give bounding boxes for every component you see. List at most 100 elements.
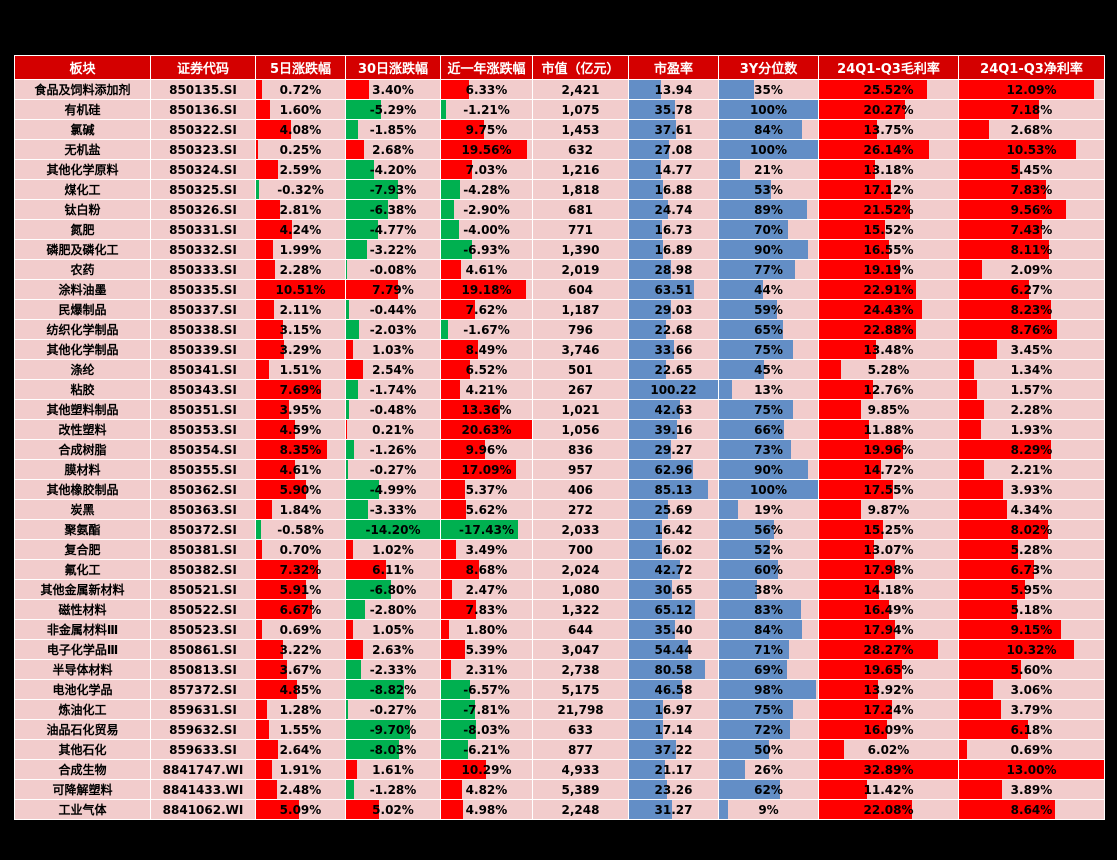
cell-pct-3y: 35%: [718, 79, 819, 100]
cell-chg-5d-value: 1.91%: [279, 762, 322, 777]
cell-pct-3y: 9%: [718, 799, 819, 820]
cell-pct-3y-value: 19%: [754, 502, 783, 517]
cell-pct-3y: 98%: [718, 679, 819, 700]
cell-chg-5d-value: 2.64%: [279, 742, 322, 757]
cell-sector: 粘胶: [14, 379, 151, 400]
cell-net-margin-value: 8.29%: [1010, 442, 1053, 457]
data-bar: [719, 500, 738, 519]
cell-pct-3y: 26%: [718, 759, 819, 780]
cell-chg-30d-value: 2.68%: [372, 142, 414, 157]
data-bar: [441, 360, 470, 379]
data-bar: [959, 220, 1042, 239]
cell-market-cap-value: 700: [567, 542, 594, 557]
table-row: 涂料油墨 850335.SI 10.51% 7.79% 19.18% 604 63.51 44…: [14, 279, 1105, 300]
data-bar: [719, 760, 745, 779]
cell-gross-margin-value: 19.96%: [863, 442, 914, 457]
cell-chg-1y: 6.33%: [440, 79, 533, 100]
cell-gross-margin: 13.18%: [818, 159, 959, 180]
cell-chg-1y: 2.47%: [440, 579, 533, 600]
cell-chg-30d: 0.21%: [345, 419, 441, 440]
cell-pe-value: 27.08: [654, 142, 693, 157]
cell-pe-value: 54.44: [654, 642, 693, 657]
data-bar: [346, 660, 362, 679]
cell-net-margin: 3.79%: [958, 699, 1105, 720]
cell-pe-value: 35.40: [654, 622, 693, 637]
table-row: 电池化学品 857372.SI 4.85% -8.82% -6.57% 5,175 46.5…: [14, 679, 1105, 700]
cell-pct-3y-value: 89%: [754, 202, 783, 217]
cell-chg-1y-value: -2.90%: [463, 202, 510, 217]
cell-chg-30d-value: -6.38%: [369, 202, 417, 217]
cell-chg-5d: 2.48%: [255, 779, 346, 800]
data-bar: [819, 180, 892, 199]
cell-chg-5d: 4.61%: [255, 459, 346, 480]
cell-chg-1y-value: 19.56%: [461, 142, 512, 157]
cell-pct-3y: 13%: [718, 379, 819, 400]
cell-market-cap: 604: [532, 279, 629, 300]
cell-pe-value: 39.16: [654, 422, 693, 437]
table-row: 粘胶 850343.SI 7.69% -1.74% 4.21% 267 100.22 13% 1…: [14, 379, 1105, 400]
data-bar: [346, 160, 374, 179]
data-bar: [719, 460, 809, 479]
cell-net-margin: 1.57%: [958, 379, 1105, 400]
cell-chg-5d-value: 4.24%: [279, 222, 322, 237]
table-header: 板块 证券代码 5日涨跌幅 30日涨跌幅 近一年涨跌幅 市值（亿元） 市盈率 3Y分位数 24Q…: [14, 55, 1105, 80]
cell-pe-value: 63.51: [654, 282, 693, 297]
cell-chg-5d-value: 1.60%: [279, 102, 322, 117]
cell-net-margin-value: 8.64%: [1010, 802, 1053, 817]
cell-sector: 磷肥及磷化工: [14, 239, 151, 260]
cell-net-margin: 6.27%: [958, 279, 1105, 300]
cell-chg-30d-value: -2.03%: [369, 322, 417, 337]
cell-pe: 37.61: [628, 119, 719, 140]
data-bar: [629, 760, 666, 779]
cell-code-value: 850338.SI: [169, 322, 237, 337]
cell-chg-30d-value: -1.85%: [369, 122, 417, 137]
cell-net-margin: 13.00%: [958, 759, 1105, 780]
column-header: 市盈率: [628, 55, 719, 80]
cell-chg-5d: -0.32%: [255, 179, 346, 200]
cell-chg-5d: 4.24%: [255, 219, 346, 240]
data-bar: [959, 660, 1022, 679]
table-row: 食品及饲料添加剂 850135.SI 0.72% 3.40% 6.33% 2,421 13.…: [14, 79, 1105, 100]
cell-net-margin-value: 6.73%: [1010, 562, 1053, 577]
data-bar: [629, 700, 663, 719]
data-bar: [629, 200, 668, 219]
data-bar: [256, 100, 270, 119]
table-row: 氮肥 850331.SI 4.24% -4.77% -4.00% 771 16.73 70% 1…: [14, 219, 1105, 240]
cell-chg-30d-value: -6.80%: [369, 582, 417, 597]
cell-gross-margin-value: 32.89%: [863, 762, 914, 777]
cell-sector: 非金属材料Ⅲ: [14, 619, 151, 640]
cell-sector-value: 其他石化: [58, 743, 107, 757]
cell-chg-1y: 10.29%: [440, 759, 533, 780]
cell-chg-1y-value: -8.03%: [463, 722, 510, 737]
data-bar: [346, 640, 364, 659]
cell-pct-3y-value: 56%: [754, 522, 783, 537]
table-row: 炼油化工 859631.SI 1.28% -0.27% -7.81% 21,798 16.9…: [14, 699, 1105, 720]
cell-market-cap: 836: [532, 439, 629, 460]
cell-chg-5d: 1.51%: [255, 359, 346, 380]
cell-chg-30d: -0.27%: [345, 699, 441, 720]
data-bar: [719, 280, 763, 299]
cell-gross-margin-value: 14.72%: [863, 462, 914, 477]
cell-net-margin: 5.95%: [958, 579, 1105, 600]
cell-pct-3y-value: 60%: [754, 562, 783, 577]
cell-market-cap-value: 1,390: [561, 242, 600, 257]
data-bar: [256, 620, 262, 639]
cell-code: 8841433.WI: [150, 779, 256, 800]
cell-market-cap: 1,021: [532, 399, 629, 420]
cell-chg-1y-value: 7.03%: [465, 162, 508, 177]
cell-chg-1y: 7.83%: [440, 599, 533, 620]
cell-net-margin: 3.45%: [958, 339, 1105, 360]
cell-gross-margin-value: 16.09%: [863, 722, 914, 737]
data-bar: [441, 80, 469, 99]
data-bar: [256, 720, 270, 739]
cell-net-margin-value: 6.18%: [1010, 722, 1053, 737]
cell-market-cap: 2,421: [532, 79, 629, 100]
cell-chg-5d: 7.69%: [255, 379, 346, 400]
table-row: 磁性材料 850522.SI 6.67% -2.80% 7.83% 1,322 65.12 8…: [14, 599, 1105, 620]
cell-chg-1y-value: 9.96%: [465, 442, 508, 457]
cell-net-margin-value: 2.68%: [1010, 122, 1053, 137]
data-bar: [819, 520, 884, 539]
cell-pct-3y-value: 100%: [749, 102, 788, 117]
cell-gross-margin-value: 20.27%: [863, 102, 914, 117]
cell-chg-5d-value: 3.22%: [279, 642, 322, 657]
